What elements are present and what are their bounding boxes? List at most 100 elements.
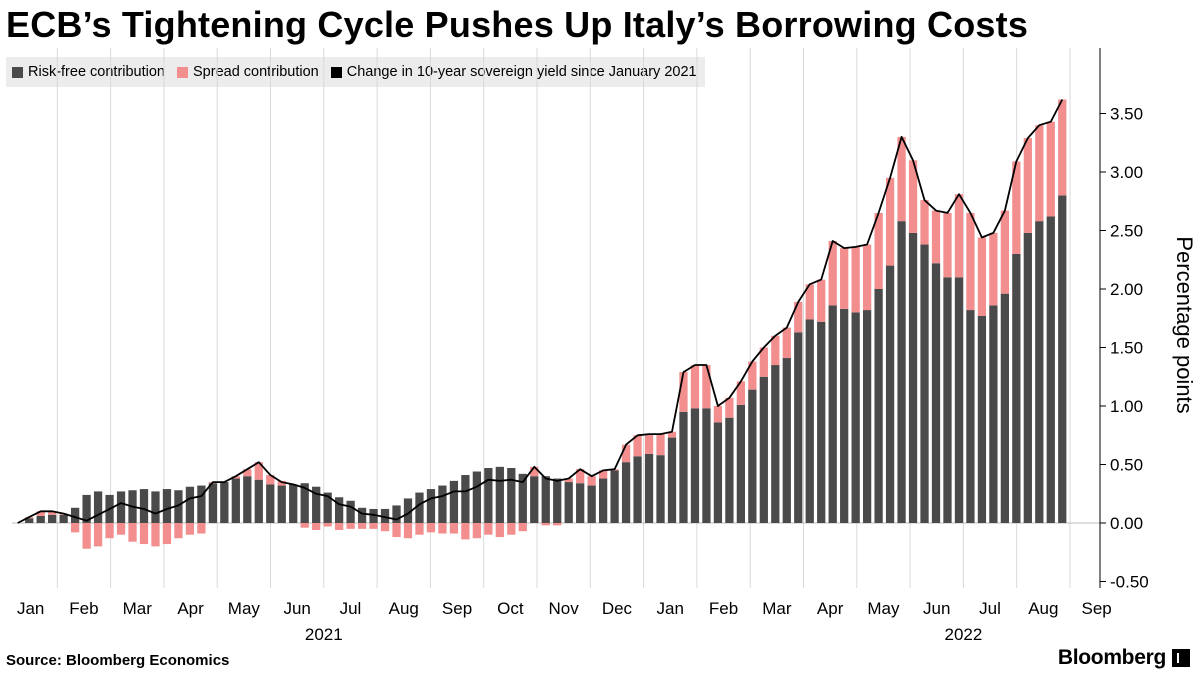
bar-risk-free: [598, 478, 608, 523]
bar-spread: [369, 523, 378, 529]
x-year-label: 2021: [305, 625, 343, 644]
bar-spread: [817, 279, 826, 322]
bar-risk-free: [346, 500, 355, 523]
bar-spread: [231, 476, 240, 479]
bar-spread: [323, 523, 332, 527]
bar-risk-free: [220, 482, 229, 523]
bar-risk-free: [759, 376, 768, 523]
bar-spread: [70, 523, 80, 533]
bar-spread: [713, 406, 723, 423]
bar-spread: [243, 469, 252, 477]
bar-spread: [266, 475, 275, 485]
bar-spread: [162, 523, 172, 545]
bar-spread: [346, 523, 355, 529]
bar-spread: [472, 523, 482, 539]
bar-risk-free: [289, 484, 298, 523]
bar-risk-free: [438, 485, 447, 523]
bar-risk-free: [151, 491, 160, 523]
bar-risk-free: [162, 489, 172, 523]
bar-spread: [920, 200, 929, 245]
bar-spread: [851, 246, 860, 313]
x-tick-label: Sep: [1082, 599, 1112, 618]
bar-spread: [874, 212, 883, 289]
bar-spread: [507, 523, 516, 535]
bloomberg-logo: Bloomberg: [1058, 646, 1190, 670]
bar-risk-free: [266, 484, 275, 523]
bar-spread: [897, 136, 906, 222]
legend-label-risk-free: Risk-free contribution: [28, 64, 165, 80]
legend-label-spread: Spread contribution: [193, 64, 319, 80]
bar-risk-free: [989, 305, 998, 523]
x-tick-label: Feb: [709, 599, 738, 618]
bar-spread: [105, 523, 114, 539]
bar-risk-free: [862, 310, 872, 523]
bar-risk-free: [782, 358, 791, 523]
bar-spread: [840, 248, 849, 309]
bar-risk-free: [1000, 293, 1010, 523]
bar-spread: [403, 523, 413, 539]
y-tick-label: -0.50: [1110, 573, 1149, 592]
bar-risk-free: [36, 515, 45, 523]
x-tick-label: Jan: [657, 599, 684, 618]
bar-risk-free: [713, 422, 723, 523]
bar-spread: [702, 365, 711, 409]
bar-risk-free: [415, 492, 424, 523]
bar-spread: [943, 212, 952, 278]
bar-risk-free: [621, 462, 631, 523]
bar-spread: [633, 435, 642, 457]
bar-risk-free: [507, 468, 516, 523]
bar-risk-free: [472, 471, 482, 523]
bar-risk-free: [748, 389, 757, 523]
y-tick-label: 0.00: [1110, 514, 1143, 533]
bar-risk-free: [208, 483, 218, 523]
bar-spread: [380, 523, 390, 532]
bar-spread: [828, 241, 837, 306]
bar-risk-free: [805, 319, 814, 523]
x-tick-label: Jun: [283, 599, 310, 618]
bar-risk-free: [794, 332, 803, 523]
x-tick-label: May: [228, 599, 261, 618]
bar-risk-free: [380, 508, 390, 523]
bar-risk-free: [587, 485, 596, 523]
bar-risk-free: [644, 453, 654, 523]
bar-risk-free: [403, 498, 413, 523]
bar-spread: [587, 476, 596, 486]
bar-spread: [185, 523, 195, 535]
bar-risk-free: [70, 507, 80, 523]
bar-risk-free: [1012, 253, 1021, 523]
bar-risk-free: [323, 492, 332, 523]
bar-spread: [690, 365, 700, 409]
bar-risk-free: [553, 478, 562, 523]
bar-risk-free: [357, 507, 367, 523]
bar-spread: [771, 335, 780, 366]
bar-spread: [254, 462, 263, 480]
bar-risk-free: [1035, 221, 1044, 523]
bar-spread: [36, 511, 45, 516]
bar-spread: [93, 523, 103, 547]
bar-spread: [1023, 138, 1032, 233]
bar-spread: [725, 397, 734, 418]
bar-spread: [484, 523, 493, 535]
bar-spread: [128, 523, 137, 542]
bar-spread: [1046, 121, 1055, 217]
bar-spread: [564, 478, 573, 483]
bar-risk-free: [908, 232, 918, 523]
x-tick-label: Jan: [17, 599, 44, 618]
brand-wordmark: Bloomberg: [1057, 646, 1166, 669]
x-tick-label: Apr: [817, 599, 844, 618]
bar-spread: [977, 237, 987, 316]
bar-risk-free: [185, 486, 195, 523]
bar-spread: [644, 434, 654, 454]
bar-risk-free: [426, 489, 436, 523]
bar-risk-free: [840, 308, 849, 523]
x-tick-label: Apr: [177, 599, 204, 618]
bar-spread: [621, 444, 631, 463]
bar-spread: [989, 232, 998, 306]
y-tick-label: 3.00: [1110, 163, 1143, 182]
bar-risk-free: [277, 485, 286, 523]
x-tick-label: Mar: [762, 599, 792, 618]
bar-risk-free: [484, 468, 493, 523]
bar-risk-free: [1046, 216, 1055, 523]
bar-spread: [862, 244, 872, 311]
bar-risk-free: [461, 475, 470, 523]
